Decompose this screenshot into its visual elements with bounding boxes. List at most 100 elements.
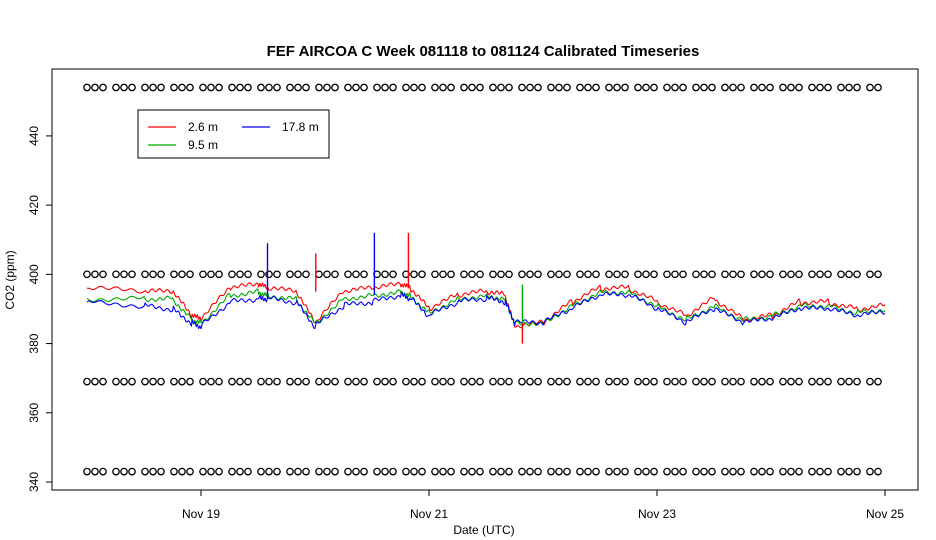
- flag-marker: [605, 377, 613, 386]
- flag-marker: [402, 83, 410, 92]
- flag-marker: [257, 377, 265, 386]
- legend-label-2.6m: 2.6 m: [188, 120, 218, 134]
- flag-marker: [294, 377, 302, 386]
- flag-marker: [489, 83, 497, 92]
- flag-marker: [592, 377, 600, 386]
- flag-marker: [410, 467, 418, 476]
- flag-marker: [671, 377, 679, 386]
- flag-marker: [352, 83, 360, 92]
- flag-marker: [141, 467, 149, 476]
- flag-marker: [795, 467, 803, 476]
- flag-marker: [874, 467, 882, 476]
- flag-marker: [170, 377, 178, 386]
- flag-marker: [605, 83, 613, 92]
- flag-marker: [360, 467, 368, 476]
- flag-marker: [273, 377, 281, 386]
- flag-marker: [737, 83, 745, 92]
- y-tick-label: 340: [27, 472, 41, 492]
- flag-marker: [526, 270, 534, 279]
- flag-marker: [721, 83, 729, 92]
- flag-marker: [431, 83, 439, 92]
- flag-marker: [294, 270, 302, 279]
- y-tick-label: 440: [27, 126, 41, 146]
- flag-marker: [468, 270, 476, 279]
- flag-marker: [352, 270, 360, 279]
- flag-marker: [431, 377, 439, 386]
- flag-markers: [83, 83, 882, 476]
- flag-marker: [431, 467, 439, 476]
- flag-marker: [439, 270, 447, 279]
- flag-marker: [381, 270, 389, 279]
- flag-marker: [418, 270, 426, 279]
- flag-marker: [613, 467, 621, 476]
- flag-marker: [186, 83, 194, 92]
- flag-marker: [592, 83, 600, 92]
- flag-marker: [779, 467, 787, 476]
- flag-marker: [518, 270, 526, 279]
- flag-marker: [373, 377, 381, 386]
- flag-marker: [497, 377, 505, 386]
- flag-marker: [708, 467, 716, 476]
- flag-marker: [526, 467, 534, 476]
- flag-marker: [700, 467, 708, 476]
- flag-marker: [331, 467, 339, 476]
- flag-marker: [592, 270, 600, 279]
- flag-marker: [750, 83, 758, 92]
- flag-marker: [199, 270, 207, 279]
- flag-marker: [692, 83, 700, 92]
- flag-marker: [244, 83, 252, 92]
- flag-marker: [505, 270, 513, 279]
- flag-marker: [489, 270, 497, 279]
- flag-marker: [439, 377, 447, 386]
- flag-marker: [402, 270, 410, 279]
- flag-marker: [729, 377, 737, 386]
- flag-marker: [642, 377, 650, 386]
- flag-marker: [228, 83, 236, 92]
- flag-marker: [518, 377, 526, 386]
- x-tick-label: Nov 23: [638, 507, 676, 521]
- flag-marker: [721, 467, 729, 476]
- flag-marker: [294, 467, 302, 476]
- flag-marker: [186, 270, 194, 279]
- flag-marker: [642, 270, 650, 279]
- flag-marker: [547, 377, 555, 386]
- flag-marker: [228, 377, 236, 386]
- flag-marker: [708, 270, 716, 279]
- flag-marker: [547, 270, 555, 279]
- flag-marker: [447, 270, 455, 279]
- flag-marker: [729, 270, 737, 279]
- flag-marker: [112, 377, 120, 386]
- flag-marker: [837, 377, 845, 386]
- flag-marker: [853, 270, 861, 279]
- flag-marker: [837, 83, 845, 92]
- flag-marker: [360, 270, 368, 279]
- flag-marker: [178, 377, 186, 386]
- flag-marker: [389, 270, 397, 279]
- flag-marker: [650, 270, 658, 279]
- flag-marker: [112, 83, 120, 92]
- flag-marker: [83, 83, 91, 92]
- flag-marker: [410, 83, 418, 92]
- flag-marker: [170, 270, 178, 279]
- flag-marker: [418, 377, 426, 386]
- y-tick-label: 420: [27, 195, 41, 215]
- flag-marker: [605, 270, 613, 279]
- flag-marker: [489, 377, 497, 386]
- flag-marker: [120, 467, 128, 476]
- flag-marker: [215, 377, 223, 386]
- flag-marker: [468, 377, 476, 386]
- flag-marker: [128, 83, 136, 92]
- flag-marker: [141, 377, 149, 386]
- flag-marker: [91, 270, 99, 279]
- flag-marker: [650, 377, 658, 386]
- flag-marker: [758, 467, 766, 476]
- flag-marker: [613, 377, 621, 386]
- flag-marker: [824, 270, 832, 279]
- flag-marker: [323, 83, 331, 92]
- flag-marker: [766, 467, 774, 476]
- flag-marker: [650, 83, 658, 92]
- flag-marker: [257, 83, 265, 92]
- flag-marker: [845, 377, 853, 386]
- flag-marker: [845, 270, 853, 279]
- flag-marker: [157, 270, 165, 279]
